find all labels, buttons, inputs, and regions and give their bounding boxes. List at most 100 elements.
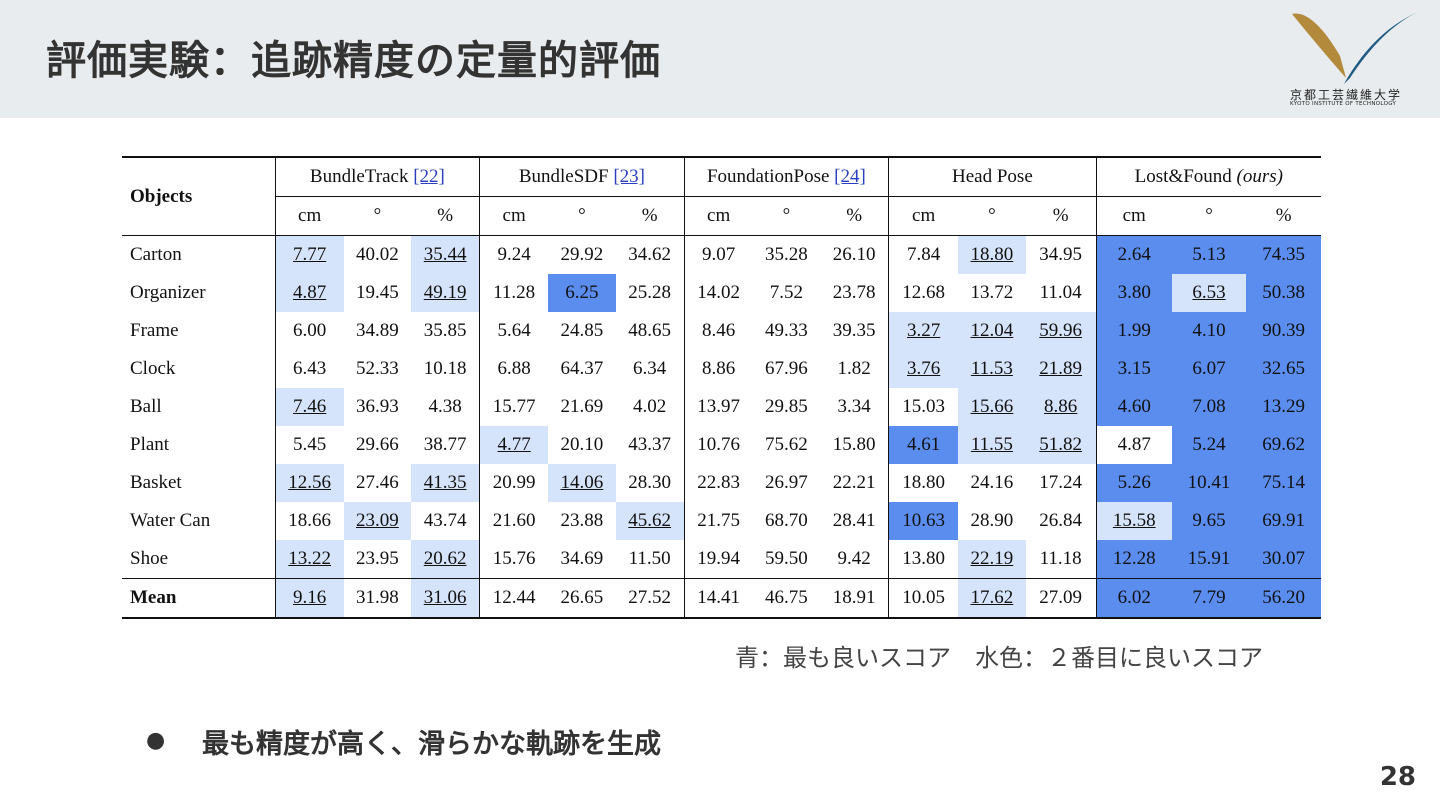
citation-link[interactable]: [23] <box>613 166 645 187</box>
group-header: BundleSDF [23] <box>479 156 685 197</box>
table-cell: 28.90 <box>958 502 1026 540</box>
cell-value: 27.52 <box>628 587 672 608</box>
cell-value: 23.95 <box>356 548 399 569</box>
cell-value: 8.46 <box>702 320 736 341</box>
cell-value: 12.28 <box>1112 548 1156 569</box>
table-cell: 22.19 <box>958 540 1026 579</box>
cell-value: 11.28 <box>493 282 536 303</box>
cell-value: 41.35 <box>423 472 467 493</box>
table-cell: 34.69 <box>548 540 616 579</box>
table-cell: 4.87 <box>274 274 344 312</box>
citation-link[interactable]: [24] <box>834 166 866 187</box>
cell-value: 18.80 <box>902 472 946 493</box>
cell-value: 20.99 <box>492 472 536 493</box>
cell-value: 49.19 <box>423 282 467 303</box>
table-cell: 18.66 <box>274 502 344 540</box>
cell-value: 39.35 <box>832 320 876 341</box>
cell-value: 9.07 <box>702 244 736 265</box>
cell-value: 28.90 <box>970 510 1014 531</box>
cell-value: 20.62 <box>423 548 467 569</box>
table-cell: 23.95 <box>344 540 412 579</box>
citation-link[interactable]: [22] <box>413 166 445 187</box>
table-cell: 6.02 <box>1095 578 1172 619</box>
table-cell: 24.85 <box>548 312 616 350</box>
cell-value: 23.78 <box>832 282 876 303</box>
table-cell: 4.10 <box>1171 312 1247 350</box>
cell-value: 69.62 <box>1262 434 1306 455</box>
table-cell: 3.80 <box>1095 274 1172 312</box>
cell-value: 15.76 <box>492 548 536 569</box>
table-cell: 68.70 <box>753 502 821 540</box>
table-cell: 6.53 <box>1171 274 1247 312</box>
object-name: Organizer <box>130 282 206 303</box>
cell-value: 22.21 <box>832 472 876 493</box>
unit-header: % <box>820 196 889 236</box>
table-cell: 15.76 <box>479 540 549 579</box>
cell-value: 59.96 <box>1039 320 1083 341</box>
table-cell: 5.45 <box>274 426 344 464</box>
table-cell: 38.77 <box>411 426 480 464</box>
table-cell: 34.89 <box>344 312 412 350</box>
table-cell: 18.91 <box>820 578 889 619</box>
cell-value: 4.38 <box>428 396 462 417</box>
table-cell: 59.50 <box>753 540 821 579</box>
cell-value: 29.92 <box>560 244 604 265</box>
object-name: Clock <box>130 358 176 379</box>
unit-header: ° <box>343 196 412 236</box>
table-cell: 1.99 <box>1095 312 1172 350</box>
cell-value: 18.66 <box>288 510 332 531</box>
unit-header: % <box>615 196 685 236</box>
cell-value: 22.19 <box>970 548 1014 569</box>
table-cell: 13.72 <box>958 274 1026 312</box>
cell-value: 3.80 <box>1117 282 1151 303</box>
cell-value: 12.68 <box>902 282 946 303</box>
bullet-text: 最も精度が高く、滑らかな軌跡を生成 <box>202 729 661 760</box>
cell-value: 4.60 <box>1117 396 1151 417</box>
cell-value: 15.77 <box>492 396 536 417</box>
cell-value: 90.39 <box>1262 320 1306 341</box>
unit-header: ° <box>752 196 821 236</box>
cell-value: 28.30 <box>628 472 672 493</box>
table-cell: 11.55 <box>958 426 1026 464</box>
cell-value: 35.28 <box>765 244 808 265</box>
cell-value: 13.97 <box>697 396 741 417</box>
unit-header: % <box>411 196 480 236</box>
cell-value: 75.62 <box>765 434 808 455</box>
table-cell: 4.87 <box>1095 426 1172 464</box>
university-logo-icon <box>1292 12 1418 84</box>
table-cell: 12.28 <box>1095 540 1172 579</box>
table-cell: 35.44 <box>411 235 480 274</box>
table-row: Water Can 18.66 23.09 43.74 21.60 23.88 45.62 2… <box>122 502 1321 540</box>
cell-value: 8.86 <box>1044 396 1078 417</box>
cell-value: 35.44 <box>423 244 467 265</box>
table-cell: 50.38 <box>1246 274 1321 312</box>
cell-value: 5.26 <box>1117 472 1151 493</box>
table-cell: 75.62 <box>753 426 821 464</box>
table-cell: 12.04 <box>958 312 1026 350</box>
table-cell: 59.96 <box>1025 312 1097 350</box>
cell-value: 26.97 <box>765 472 808 493</box>
table-cell: 40.02 <box>344 236 412 275</box>
table-cell: 11.18 <box>1026 540 1097 579</box>
table-cell: 4.77 <box>479 426 549 464</box>
table-cell: 6.00 <box>274 312 344 350</box>
bullet-icon: ● <box>146 728 166 753</box>
table-cell: 17.24 <box>1026 464 1097 502</box>
table-cell: 28.30 <box>616 464 685 502</box>
cell-value: 6.25 <box>565 282 599 303</box>
slide-header <box>0 0 1440 118</box>
cell-value: 19.94 <box>697 548 741 569</box>
unit-header: ° <box>958 196 1026 236</box>
unit-header: cm <box>479 196 549 236</box>
table-row: Clock 6.43 52.33 10.18 6.88 64.37 6.34 8.86 67.9… <box>122 350 1321 388</box>
cell-value: 14.02 <box>697 282 741 303</box>
table-cell: 13.97 <box>683 388 753 426</box>
unit-header: cm <box>683 196 753 236</box>
table-cell: 14.06 <box>548 464 616 502</box>
cell-value: 31.98 <box>356 587 399 608</box>
table-cell: 18.80 <box>958 235 1026 274</box>
object-name: Water Can <box>130 510 211 531</box>
table-cell: 19.45 <box>344 274 412 312</box>
table-cell: 7.08 <box>1171 388 1247 426</box>
cell-value: 74.35 <box>1262 244 1306 265</box>
